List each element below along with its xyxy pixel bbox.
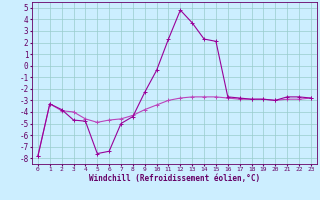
X-axis label: Windchill (Refroidissement éolien,°C): Windchill (Refroidissement éolien,°C)	[89, 174, 260, 183]
